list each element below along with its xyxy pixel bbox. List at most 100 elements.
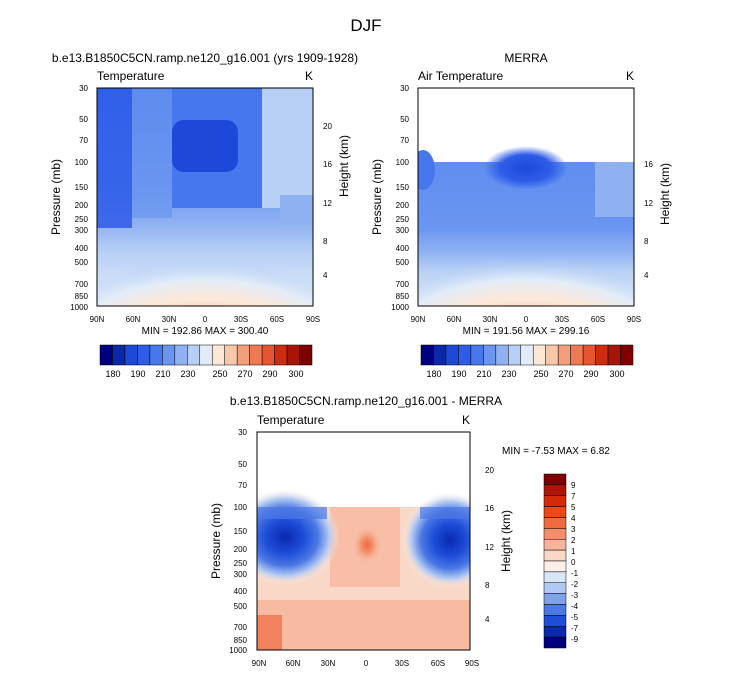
- colorbar-label: 270: [237, 369, 252, 379]
- panel-diff-title: b.e13.B1850C5CN.ramp.ne120_g16.001 - MER…: [230, 394, 502, 408]
- colorbar-label: 2: [571, 536, 576, 545]
- y-tick: 200: [234, 545, 248, 554]
- y-right-tick: 8: [323, 237, 328, 246]
- y-right-tick: 12: [644, 199, 653, 208]
- panel-diff-y-right-ticks: 20 16 12 8 4: [485, 466, 494, 624]
- x-tick: 60S: [591, 315, 605, 324]
- colorbar-swatch: [174, 344, 188, 366]
- colorbar-swatch: [433, 344, 447, 366]
- colorbar-swatch: [149, 344, 163, 366]
- x-tick: 90S: [465, 659, 479, 668]
- y-right-tick: 8: [485, 581, 490, 590]
- y-tick: 100: [396, 158, 410, 167]
- colorbar-swatch: [458, 344, 472, 366]
- y-tick: 400: [234, 587, 248, 596]
- colorbar-swatch: [124, 344, 138, 366]
- panel-obs-left-label: Air Temperature: [418, 69, 503, 83]
- y-tick: 500: [75, 258, 89, 267]
- colorbar-swatch: [249, 344, 263, 366]
- colorbar-label: 250: [533, 369, 548, 379]
- colorbar-swatch: [543, 484, 567, 496]
- y-tick: 1000: [229, 646, 247, 655]
- colorbar-swatch: [199, 344, 213, 366]
- panel-model: b.e13.B1850C5CN.ramp.ne120_g16.001 (yrs …: [49, 51, 358, 379]
- colorbar-swatch: [543, 604, 567, 616]
- y-tick: 150: [234, 527, 248, 536]
- colorbar-swatch: [224, 344, 238, 366]
- panel-diff-units: K: [462, 413, 470, 427]
- y-right-tick: 20: [323, 122, 332, 131]
- colorbar-label: 4: [571, 514, 576, 523]
- panel-obs-stats: MIN = 191.56 MAX = 299.16: [463, 326, 590, 337]
- colorbar-swatch: [582, 344, 596, 366]
- x-tick: 0: [524, 315, 529, 324]
- panel-model-y-ticks: 30 50 70 100 150 200 250 300 400 500 700…: [70, 84, 88, 312]
- y-tick: 300: [75, 226, 89, 235]
- colorbar-swatch: [543, 615, 567, 627]
- panel-diff-stats: MIN = -7.53 MAX = 6.82: [502, 446, 610, 457]
- colorbar-label: 190: [451, 369, 466, 379]
- colorbar-swatch: [274, 344, 288, 366]
- y-tick: 30: [400, 84, 409, 93]
- panel-model-field: [97, 88, 313, 306]
- colorbar-label: -4: [571, 602, 579, 611]
- y-tick: 30: [238, 428, 247, 437]
- colorbar-label: 0: [571, 558, 576, 567]
- y-tick: 300: [396, 226, 410, 235]
- colorbar-swatch: [543, 549, 567, 562]
- y-tick: 300: [234, 570, 248, 579]
- y-tick: 850: [396, 292, 410, 301]
- panel-diff-left-label: Temperature: [257, 413, 325, 427]
- colorbar-swatch: [445, 344, 459, 366]
- x-tick: 60N: [126, 315, 141, 324]
- y-tick: 200: [396, 201, 410, 210]
- colorbar-swatch: [187, 344, 201, 366]
- colorbar-swatch: [532, 344, 546, 366]
- colorbar-label: 190: [130, 369, 145, 379]
- colorbar-label: 290: [583, 369, 598, 379]
- colorbar-label: 180: [426, 369, 441, 379]
- colorbar-swatch: [543, 593, 567, 605]
- colorbar-obs: [420, 344, 634, 366]
- colorbar-swatch: [112, 344, 126, 366]
- colorbar-label: 290: [262, 369, 277, 379]
- colorbar-swatch: [543, 506, 567, 518]
- colorbar-label: -5: [571, 613, 579, 622]
- colorbar-label: 3: [571, 525, 576, 534]
- y-right-tick: 16: [485, 504, 494, 513]
- y-tick: 250: [234, 559, 248, 568]
- colorbar-swatch: [543, 626, 567, 638]
- panel-model-ylabel: Pressure (mb): [49, 159, 63, 235]
- x-tick: 90N: [252, 659, 267, 668]
- panel-obs: MERRA Air Temperature K 30 50 70 100 150…: [370, 51, 672, 379]
- y-tick: 500: [234, 602, 248, 611]
- colorbar-swatch: [545, 344, 559, 366]
- panel-model-units: K: [305, 69, 313, 83]
- y-tick: 70: [238, 481, 247, 490]
- x-tick: 30N: [162, 315, 177, 324]
- y-right-tick: 16: [644, 160, 653, 169]
- y-tick: 50: [238, 460, 247, 469]
- y-tick: 1000: [70, 303, 88, 312]
- panel-model-x-ticks: 90N 60N 30N 0 30S 60S 90S: [90, 315, 320, 324]
- x-tick: 60N: [447, 315, 462, 324]
- panel-obs-y-right-ticks: 16 12 8 4: [644, 160, 653, 280]
- panel-model-y-right-ticks: 20 16 12 8 4: [323, 122, 332, 280]
- y-tick: 200: [75, 201, 89, 210]
- colorbar-label: 300: [609, 369, 624, 379]
- panel-obs-field: [418, 88, 634, 306]
- y-tick: 250: [396, 215, 410, 224]
- colorbar-label: -1: [571, 569, 579, 578]
- colorbar-swatch: [236, 344, 250, 366]
- colorbar-swatch: [420, 344, 434, 366]
- colorbar-label: 1: [571, 547, 576, 556]
- colorbar-swatch: [543, 582, 567, 594]
- y-tick: 700: [75, 280, 89, 289]
- panel-diff-field: [257, 432, 470, 650]
- y-tick: 700: [234, 623, 248, 632]
- y-tick: 1000: [391, 303, 409, 312]
- colorbar-swatch: [543, 495, 567, 507]
- panel-diff-ylabel: Pressure (mb): [209, 503, 223, 579]
- colorbar-label: -9: [571, 635, 579, 644]
- colorbar-swatch: [543, 560, 567, 573]
